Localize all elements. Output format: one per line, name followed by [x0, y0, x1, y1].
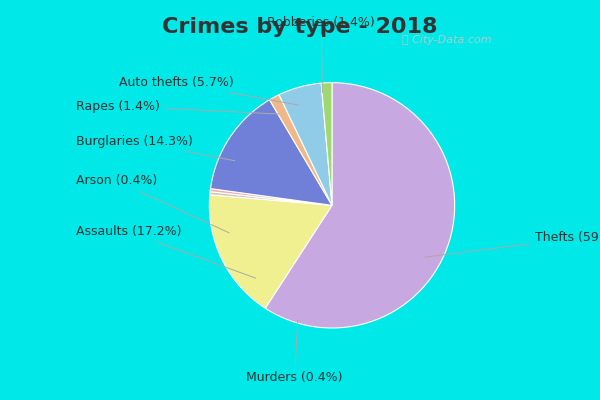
Text: Rapes (1.4%): Rapes (1.4%): [76, 100, 278, 114]
Wedge shape: [269, 95, 332, 205]
Wedge shape: [211, 100, 332, 205]
Text: Burglaries (14.3%): Burglaries (14.3%): [76, 135, 235, 161]
Text: Crimes by type - 2018: Crimes by type - 2018: [162, 16, 438, 36]
Wedge shape: [210, 192, 332, 205]
Wedge shape: [210, 189, 332, 205]
Wedge shape: [209, 195, 332, 308]
Wedge shape: [265, 83, 455, 328]
Wedge shape: [321, 83, 332, 205]
Text: ⓘ City-Data.com: ⓘ City-Data.com: [403, 35, 492, 45]
Text: Auto thefts (5.7%): Auto thefts (5.7%): [119, 76, 299, 105]
Text: Assaults (17.2%): Assaults (17.2%): [76, 226, 256, 278]
Text: Murders (0.4%): Murders (0.4%): [247, 320, 343, 384]
Text: Thefts (59.1%): Thefts (59.1%): [425, 231, 600, 257]
Wedge shape: [279, 83, 332, 205]
Text: Robberies (1.4%): Robberies (1.4%): [268, 16, 375, 92]
Text: Arson (0.4%): Arson (0.4%): [76, 174, 229, 233]
